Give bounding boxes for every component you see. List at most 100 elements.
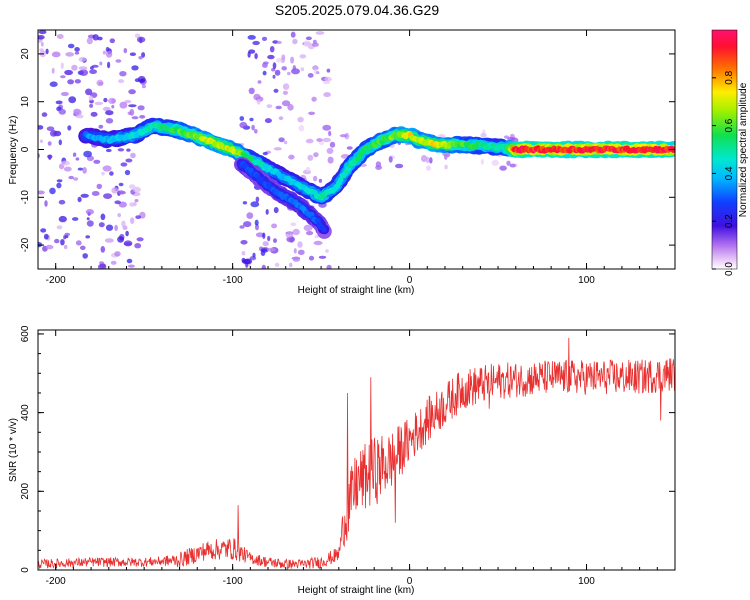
noise-speck <box>85 88 93 96</box>
noise-speck <box>45 244 54 250</box>
snr-marks <box>38 337 675 570</box>
noise-speck <box>65 52 75 57</box>
noise-speck <box>118 79 125 84</box>
noise-speck <box>39 139 43 143</box>
noise-speck <box>421 155 427 162</box>
noise-speck <box>80 193 89 198</box>
noise-speck <box>108 97 116 104</box>
x-tick-label: 0 <box>407 576 413 587</box>
noise-speck <box>339 134 348 138</box>
colorbar: 0.0 0.2 0.4 0.6 0.8 Normalized spectral ampl… <box>711 29 749 276</box>
noise-speck <box>506 160 511 166</box>
noise-speck <box>375 161 382 168</box>
noise-speck <box>141 84 146 89</box>
noise-speck <box>119 101 128 109</box>
noise-speck <box>86 217 90 221</box>
noise-speck <box>327 156 334 164</box>
noise-speck <box>79 69 88 76</box>
x-tick-label: -100 <box>223 275 243 286</box>
noise-speck <box>94 101 104 106</box>
noise-speck <box>292 38 298 45</box>
noise-speck <box>325 249 329 253</box>
noise-speck <box>267 54 275 60</box>
noise-speck <box>267 235 271 242</box>
noise-speck <box>322 137 332 143</box>
noise-speck <box>126 258 133 264</box>
noise-speck <box>38 30 47 35</box>
ridge-point <box>321 227 328 233</box>
colorbar-tick-label: 0.4 <box>724 166 735 180</box>
noise-speck <box>326 264 332 269</box>
noise-speck <box>125 230 129 237</box>
noise-speck <box>306 231 314 236</box>
noise-speck <box>83 150 92 158</box>
noise-speck <box>56 179 63 183</box>
noise-speck <box>300 67 305 72</box>
noise-speck <box>121 220 126 228</box>
noise-speck <box>101 171 105 176</box>
noise-speck <box>311 96 317 102</box>
noise-speck <box>252 40 260 46</box>
noise-speck <box>297 241 303 248</box>
noise-speck <box>262 151 268 156</box>
colorbar-tick-label: 0.0 <box>724 262 735 276</box>
noise-speck <box>118 182 124 187</box>
colorbar-tick-label: 0.2 <box>724 214 735 228</box>
noise-speck <box>275 105 282 110</box>
noise-speck <box>54 238 60 244</box>
noise-speck <box>103 193 113 200</box>
noise-speck <box>40 228 47 233</box>
noise-speck <box>141 52 146 58</box>
noise-speck <box>247 51 251 58</box>
noise-speck <box>105 110 114 116</box>
noise-speck <box>129 52 136 56</box>
noise-speck <box>274 69 281 76</box>
noise-speck <box>117 236 125 243</box>
noise-speck <box>131 65 139 71</box>
noise-speck <box>43 233 49 240</box>
noise-speck <box>93 159 101 164</box>
x-tick-label: -100 <box>223 576 243 587</box>
snr-panel: -200 -100 0 100 0 200 400 600 Height of straigh… <box>8 325 676 596</box>
noise-speck <box>51 67 55 74</box>
noise-speck <box>308 255 315 261</box>
noise-speck <box>491 159 499 166</box>
noise-speck <box>105 118 114 124</box>
spectrogram-y-axis-label: Frequency (Hz) <box>8 116 19 185</box>
noise-speck <box>58 139 62 146</box>
noise-speck <box>90 111 98 117</box>
noise-speck <box>86 37 93 45</box>
noise-speck <box>78 57 87 62</box>
noise-speck <box>139 37 143 44</box>
noise-speck <box>44 200 48 207</box>
noise-speck <box>125 158 133 163</box>
noise-speck <box>305 166 311 172</box>
y-tick-label: 600 <box>20 325 31 342</box>
noise-speck <box>123 48 128 54</box>
noise-speck <box>89 69 97 75</box>
noise-speck <box>136 237 144 242</box>
noise-speck <box>328 130 332 137</box>
noise-speck <box>92 34 99 41</box>
noise-speck <box>129 202 135 207</box>
noise-speck <box>254 53 258 60</box>
noise-speck <box>64 232 71 236</box>
noise-speck <box>265 209 269 215</box>
noise-speck <box>499 165 507 171</box>
noise-speck <box>250 201 260 208</box>
noise-speck <box>287 71 291 76</box>
noise-speck <box>60 91 69 97</box>
noise-speck <box>128 184 136 189</box>
noise-speck <box>329 141 336 148</box>
noise-speck <box>324 76 332 82</box>
noise-speck <box>262 70 267 76</box>
chart-title: S205.2025.079.04.36.G29 <box>275 2 439 18</box>
noise-speck <box>240 240 248 245</box>
noise-speck <box>271 223 278 229</box>
noise-speck <box>131 116 139 120</box>
noise-speck <box>280 57 286 63</box>
noise-speck <box>126 148 131 152</box>
noise-speck <box>67 43 75 49</box>
